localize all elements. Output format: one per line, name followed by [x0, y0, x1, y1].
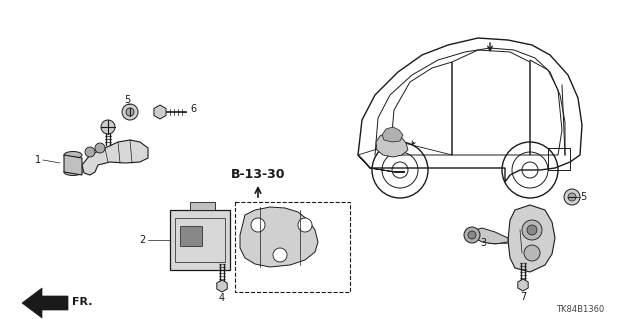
Polygon shape	[376, 132, 408, 157]
Polygon shape	[518, 279, 528, 291]
Text: 5: 5	[124, 95, 130, 105]
Text: 2: 2	[139, 235, 145, 245]
Polygon shape	[508, 205, 555, 272]
Circle shape	[273, 248, 287, 262]
Text: 1: 1	[35, 155, 41, 165]
Circle shape	[298, 218, 312, 232]
Polygon shape	[170, 210, 230, 270]
Circle shape	[101, 120, 115, 134]
Ellipse shape	[64, 152, 82, 159]
Polygon shape	[382, 127, 403, 142]
Polygon shape	[475, 228, 508, 244]
Text: 4: 4	[219, 293, 225, 303]
Circle shape	[95, 143, 105, 153]
Circle shape	[85, 147, 95, 157]
Text: 7: 7	[520, 292, 526, 302]
Polygon shape	[154, 105, 166, 119]
Text: 3: 3	[480, 238, 486, 248]
Text: B-13-30: B-13-30	[231, 168, 285, 182]
Text: 5: 5	[580, 192, 586, 202]
Circle shape	[564, 189, 580, 205]
Circle shape	[122, 104, 138, 120]
Circle shape	[527, 225, 537, 235]
Circle shape	[522, 220, 542, 240]
Polygon shape	[64, 155, 82, 175]
Ellipse shape	[64, 168, 82, 175]
Polygon shape	[217, 280, 227, 292]
Circle shape	[468, 231, 476, 239]
Circle shape	[524, 245, 540, 261]
Text: FR.: FR.	[72, 297, 93, 307]
Polygon shape	[240, 207, 318, 267]
Polygon shape	[82, 140, 148, 175]
Polygon shape	[22, 288, 68, 318]
Circle shape	[251, 218, 265, 232]
Circle shape	[464, 227, 480, 243]
Polygon shape	[190, 202, 215, 210]
Circle shape	[568, 193, 576, 201]
Circle shape	[126, 108, 134, 116]
Text: 6: 6	[190, 104, 196, 114]
Text: TK84B1360: TK84B1360	[556, 306, 604, 315]
Polygon shape	[180, 226, 202, 246]
